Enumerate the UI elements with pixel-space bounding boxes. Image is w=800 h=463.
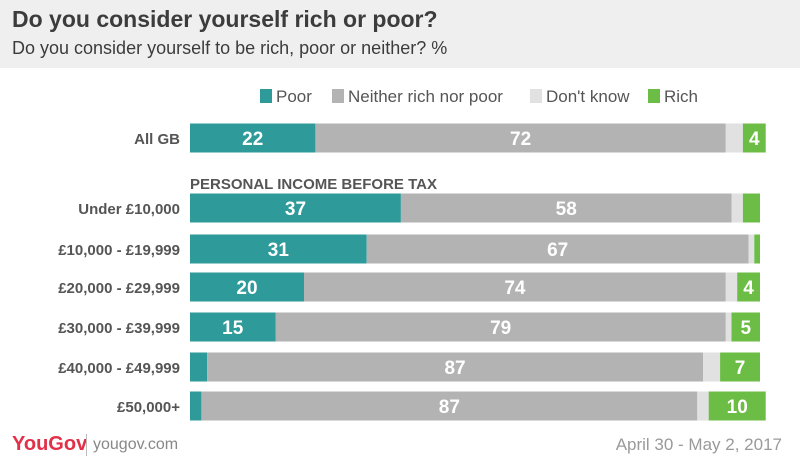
bar-neither-rich-nor-poor bbox=[207, 352, 703, 382]
legend-label-neither-rich-nor-poor: Neither rich nor poor bbox=[348, 87, 503, 106]
bar-rich bbox=[754, 234, 760, 264]
data-label-neither-rich-nor-poor: 67 bbox=[547, 240, 568, 261]
legend-label-rich: Rich bbox=[664, 87, 698, 106]
data-label-neither-rich-nor-poor: 74 bbox=[504, 278, 526, 299]
data-label-poor: 15 bbox=[222, 318, 244, 339]
data-label-poor: 22 bbox=[242, 129, 263, 150]
legend-label-poor: Poor bbox=[276, 87, 312, 106]
footer-divider bbox=[86, 434, 87, 456]
data-label-poor: 20 bbox=[236, 278, 257, 299]
category-label: £10,000 - £19,999 bbox=[58, 242, 180, 259]
bar-rich bbox=[731, 312, 760, 342]
chart-subtitle: Do you consider yourself to be rich, poo… bbox=[12, 38, 448, 58]
stacked-bar-chart: Poor Neither rich nor poor Don't know Rich P… bbox=[58, 87, 766, 421]
section-label: PERSONAL INCOME BEFORE TAX bbox=[190, 176, 437, 193]
bar-poor bbox=[190, 234, 367, 264]
data-label-rich: 4 bbox=[749, 129, 760, 150]
bar-rich bbox=[742, 123, 766, 153]
legend-swatch-neither-rich-nor-poor bbox=[332, 89, 344, 103]
data-label-rich: 10 bbox=[727, 397, 748, 418]
data-label-rich: 4 bbox=[743, 278, 754, 299]
bar-don-t-know bbox=[697, 391, 709, 421]
bar-neither-rich-nor-poor bbox=[201, 391, 698, 421]
bar-neither-rich-nor-poor bbox=[304, 272, 726, 302]
bar-neither-rich-nor-poor bbox=[400, 193, 732, 223]
category-label: £30,000 - £39,999 bbox=[58, 320, 180, 337]
chart-title: Do you consider yourself rich or poor? bbox=[12, 6, 438, 32]
bar-poor bbox=[190, 391, 202, 421]
legend-label-don-t-know: Don't know bbox=[546, 87, 630, 106]
bar-don-t-know bbox=[725, 123, 743, 153]
category-label: £40,000 - £49,999 bbox=[58, 360, 180, 377]
footer-date: April 30 - May 2, 2017 bbox=[615, 435, 782, 454]
data-label-poor: 31 bbox=[268, 240, 290, 261]
bar-rich bbox=[720, 352, 760, 382]
data-label-neither-rich-nor-poor: 72 bbox=[510, 129, 531, 150]
bar-poor bbox=[190, 123, 316, 153]
bar-don-t-know bbox=[731, 193, 743, 223]
bar-don-t-know bbox=[725, 272, 738, 302]
data-label-rich: 5 bbox=[740, 318, 751, 339]
data-label-poor: 37 bbox=[285, 199, 306, 220]
bar-poor bbox=[190, 272, 304, 302]
bar-rich bbox=[708, 391, 766, 421]
legend-swatch-rich bbox=[648, 89, 660, 103]
yougov-logo: YouGov bbox=[12, 433, 88, 455]
bar-rich bbox=[737, 272, 760, 302]
bar-poor bbox=[190, 352, 208, 382]
category-label: Under £10,000 bbox=[78, 201, 180, 218]
bar-neither-rich-nor-poor bbox=[315, 123, 726, 153]
category-label: All GB bbox=[134, 131, 180, 148]
data-label-neither-rich-nor-poor: 79 bbox=[490, 318, 511, 339]
bar-neither-rich-nor-poor bbox=[275, 312, 726, 342]
data-label-rich: 7 bbox=[735, 358, 746, 379]
legend-swatch-poor bbox=[260, 89, 272, 103]
category-label: £20,000 - £29,999 bbox=[58, 280, 180, 297]
chart-header: Do you consider yourself rich or poor? D… bbox=[0, 0, 800, 68]
footer-site: yougov.com bbox=[93, 436, 179, 453]
bar-don-t-know bbox=[703, 352, 721, 382]
bar-poor bbox=[190, 312, 276, 342]
data-label-neither-rich-nor-poor: 87 bbox=[439, 397, 460, 418]
bar-don-t-know bbox=[725, 312, 732, 342]
bar-don-t-know bbox=[748, 234, 755, 264]
legend-swatch-don-t-know bbox=[530, 89, 542, 103]
bar-poor bbox=[190, 193, 401, 223]
bar-neither-rich-nor-poor bbox=[366, 234, 749, 264]
data-label-neither-rich-nor-poor: 87 bbox=[444, 358, 465, 379]
bar-rich bbox=[742, 193, 760, 223]
category-label: £50,000+ bbox=[117, 399, 180, 416]
data-label-neither-rich-nor-poor: 58 bbox=[556, 199, 577, 220]
